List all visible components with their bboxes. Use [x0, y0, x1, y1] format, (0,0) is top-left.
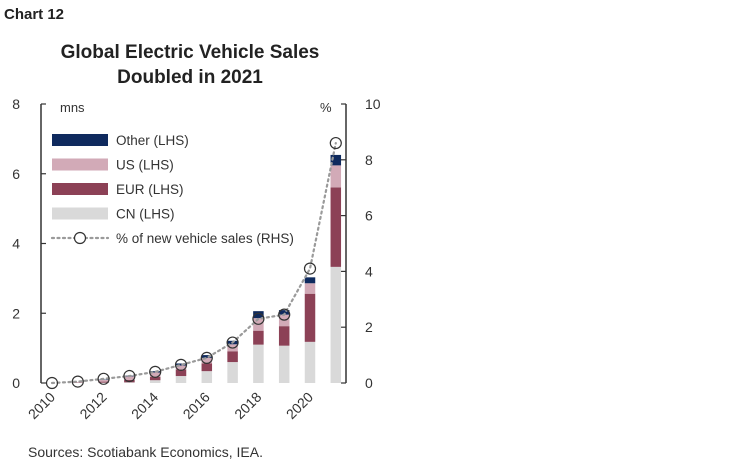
bar-segment: [201, 355, 213, 358]
bar-segment: [253, 311, 264, 319]
bar-segment: [201, 357, 213, 364]
bar-segment: [175, 369, 187, 377]
y-right-tick-label: 4: [365, 263, 373, 279]
legend-swatch: [52, 183, 108, 195]
y-right-tick-label: 2: [365, 319, 373, 335]
x-tick-label: 2010: [25, 389, 58, 422]
line-series-path: [50, 141, 337, 385]
y-left-tick-label: 0: [12, 375, 20, 391]
bar-segment: [201, 363, 213, 372]
bar-segment: [124, 376, 135, 380]
y-left-tick-label: 2: [12, 305, 20, 321]
bar-segment: [175, 363, 187, 366]
bar-segment: [201, 371, 213, 383]
y-left-tick-label: 8: [12, 96, 20, 112]
line-point-marker: [174, 358, 188, 371]
bar-segment: [175, 365, 187, 370]
legend-label: % of new vehicle sales (RHS): [116, 231, 294, 246]
line-point-marker: [329, 136, 342, 150]
legend-swatch: [52, 158, 108, 171]
line-point-marker: [123, 369, 136, 383]
x-tick-label: 2018: [231, 389, 264, 422]
bar-segment: [253, 330, 264, 345]
bar-segment: [98, 379, 109, 382]
line-point-marker: [149, 365, 162, 378]
bar-segment: [149, 376, 161, 381]
chart-title-line-1: Global Electric Vehicle Sales: [60, 42, 320, 63]
bar-segment: [278, 345, 290, 383]
bar-segment: [227, 362, 238, 383]
bar-segment: [330, 187, 342, 267]
line-point-marker: [45, 376, 59, 390]
legend: Other (LHS) US (LHS) EUR (LHS) CN (LHS) % of…: [50, 133, 294, 246]
bar-segment: [149, 372, 161, 377]
line-series-group: [45, 136, 342, 390]
y-right-tick-label: 0: [365, 375, 373, 391]
y-left-tick-label: 6: [12, 166, 20, 182]
legend-label: EUR (LHS): [116, 182, 184, 197]
bar-segment: [330, 266, 342, 383]
line-point-marker: [303, 262, 317, 275]
chart-title: Global Electric Vehicle Sales Doubled in…: [40, 40, 340, 90]
bar-segment: [98, 381, 109, 383]
bar-segment: [175, 376, 187, 383]
line-point-marker: [252, 312, 265, 325]
x-tick-label: 2016: [180, 389, 213, 422]
axes: 0 2 4 6 8 0 2 4 6 8 10 mns % 2010 2012 2014 2016 2018 2020: [12, 96, 381, 422]
chart-title-line-2: Doubled in 2021: [117, 67, 263, 88]
bar-segment: [278, 310, 290, 315]
legend-label: Other (LHS): [116, 133, 189, 148]
bar-segment: [149, 380, 161, 383]
chart-label: Chart 12: [4, 6, 65, 23]
line-point-marker: [71, 375, 84, 388]
line-point-marker: [278, 308, 291, 321]
line-point-marker: [226, 336, 239, 349]
line-point-marker: [200, 351, 213, 364]
x-tick-label: 2020: [283, 389, 316, 422]
bar-segment: [304, 293, 316, 342]
legend-label: CN (LHS): [116, 207, 175, 222]
bar-segment: [278, 326, 290, 346]
bar-segment: [330, 165, 342, 188]
y-right-tick-label: 8: [365, 152, 373, 168]
bar-segment: [124, 382, 135, 383]
y-left-tick-label: 4: [12, 236, 20, 252]
y-right-unit-label: %: [320, 100, 332, 115]
legend-line-marker: [73, 231, 87, 245]
line-point-marker: [97, 372, 110, 385]
source-note: Sources: Scotiabank Economics, IEA.: [28, 444, 263, 460]
bar-segment: [304, 283, 316, 294]
bar-series-group: [72, 154, 342, 383]
legend-swatch: [52, 207, 108, 220]
legend-swatch: [52, 134, 108, 146]
y-right-tick-label: 10: [365, 96, 381, 112]
x-tick-label: 2014: [128, 389, 161, 422]
y-left-unit-label: mns: [60, 100, 85, 115]
legend-label: US (LHS): [116, 158, 174, 173]
bar-segment: [304, 341, 316, 383]
bar-segment: [304, 277, 316, 284]
y-right-tick-label: 6: [365, 208, 373, 224]
bar-segment: [330, 154, 342, 166]
bar-segment: [253, 344, 264, 383]
x-tick-label: 2012: [76, 389, 109, 422]
bar-segment: [227, 351, 238, 363]
